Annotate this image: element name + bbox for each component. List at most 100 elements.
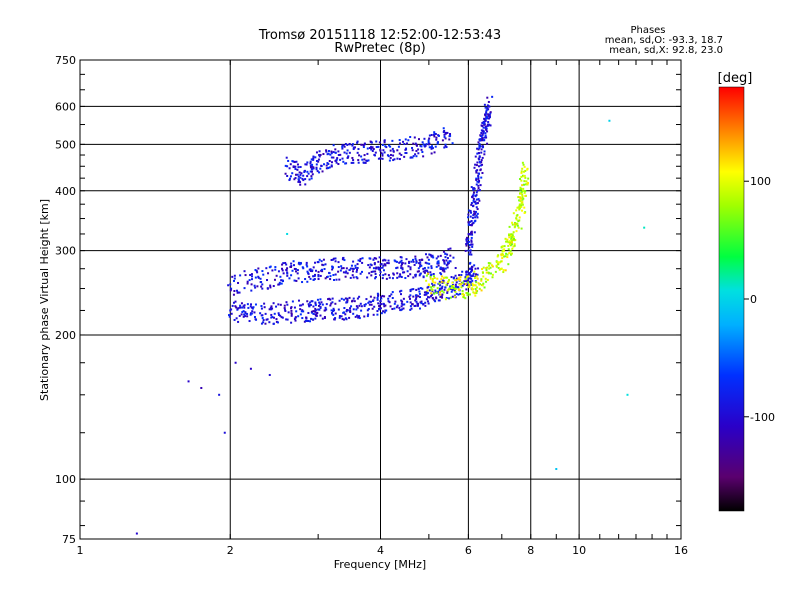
echo-point <box>474 163 477 166</box>
echo-point <box>297 277 300 280</box>
echo-point <box>330 156 333 159</box>
echo-point <box>336 157 339 160</box>
echo-point <box>275 305 278 308</box>
x-tick-label: 10 <box>572 544 586 557</box>
echo-point <box>468 209 471 212</box>
echo-point <box>486 96 489 99</box>
echo-point <box>330 259 333 262</box>
echo-point <box>449 296 452 299</box>
echo-point <box>338 316 341 319</box>
echo-point <box>462 294 465 297</box>
echo-point <box>242 315 245 318</box>
echo-point <box>471 279 474 282</box>
echo-point <box>331 301 334 304</box>
echo-point <box>337 154 340 157</box>
echo-point <box>446 291 449 294</box>
echo-point <box>489 272 492 275</box>
echo-point <box>312 305 315 308</box>
echo-point <box>286 165 289 168</box>
echo-point <box>511 239 514 242</box>
echo-point <box>521 193 524 196</box>
echo-point <box>419 296 422 299</box>
echo-point <box>475 194 478 197</box>
echo-point <box>520 190 523 193</box>
echo-point <box>365 298 368 301</box>
echo-point <box>303 169 306 172</box>
echo-point <box>420 264 423 267</box>
echo-point <box>354 315 357 318</box>
echo-point <box>246 282 249 285</box>
echo-point <box>246 303 249 306</box>
echo-point <box>511 236 514 239</box>
echo-point <box>304 319 307 322</box>
echo-point <box>482 275 485 278</box>
echo-point <box>508 252 511 255</box>
echo-point <box>414 255 417 258</box>
echo-point <box>474 267 477 270</box>
echo-point <box>471 194 474 197</box>
echo-point <box>314 301 317 304</box>
echo-point <box>478 147 481 150</box>
echo-point <box>399 293 402 296</box>
echo-point <box>262 321 265 324</box>
echo-point <box>328 160 331 163</box>
echo-point <box>488 267 491 270</box>
echo-point <box>356 297 359 300</box>
echo-point <box>284 164 287 167</box>
echo-point <box>489 112 492 115</box>
echo-point <box>440 273 443 276</box>
echo-point <box>249 274 252 277</box>
echo-point <box>343 318 346 321</box>
echo-point <box>312 166 315 169</box>
echo-point <box>414 294 417 297</box>
echo-point <box>435 291 438 294</box>
echo-point <box>362 144 365 147</box>
echo-point <box>425 253 428 256</box>
echo-point <box>385 277 388 280</box>
echo-point <box>380 152 383 155</box>
echo-point <box>433 275 436 278</box>
echo-point <box>426 256 429 259</box>
echo-point <box>273 312 276 315</box>
echo-point <box>466 279 469 282</box>
echo-point <box>455 292 458 295</box>
echo-point <box>513 226 516 229</box>
echo-point <box>278 281 281 284</box>
echo-point <box>341 157 344 160</box>
echo-point <box>419 287 422 290</box>
echo-point <box>268 373 271 376</box>
echo-point <box>374 267 377 270</box>
echo-point <box>507 263 510 266</box>
echo-point <box>285 263 288 266</box>
echo-point <box>357 316 360 319</box>
echo-point <box>468 233 471 236</box>
echo-point <box>313 275 316 278</box>
echo-point <box>264 322 267 325</box>
echo-point <box>484 106 487 109</box>
echo-point <box>461 290 464 293</box>
echo-point <box>230 287 233 290</box>
colorbar-tick-label: 0 <box>750 293 757 306</box>
echo-point <box>511 234 514 237</box>
echo-point <box>341 147 344 150</box>
echo-point <box>248 279 251 282</box>
echo-point <box>310 177 313 180</box>
echo-point <box>466 242 469 245</box>
echo-point <box>381 154 384 157</box>
echo-point <box>332 151 335 154</box>
echo-point <box>303 320 306 323</box>
echo-point <box>346 143 349 146</box>
echo-point <box>489 124 492 127</box>
echo-point <box>309 164 312 167</box>
echo-point <box>187 380 190 383</box>
colorbar-tick-label: -100 <box>750 411 775 424</box>
echo-point <box>369 263 372 266</box>
echo-point <box>481 136 484 139</box>
echo-point <box>442 291 445 294</box>
echo-point <box>454 266 457 269</box>
echo-point <box>480 159 483 162</box>
echo-point <box>355 305 358 308</box>
echo-point <box>307 303 310 306</box>
echo-point <box>500 246 503 249</box>
echo-point <box>419 273 422 276</box>
